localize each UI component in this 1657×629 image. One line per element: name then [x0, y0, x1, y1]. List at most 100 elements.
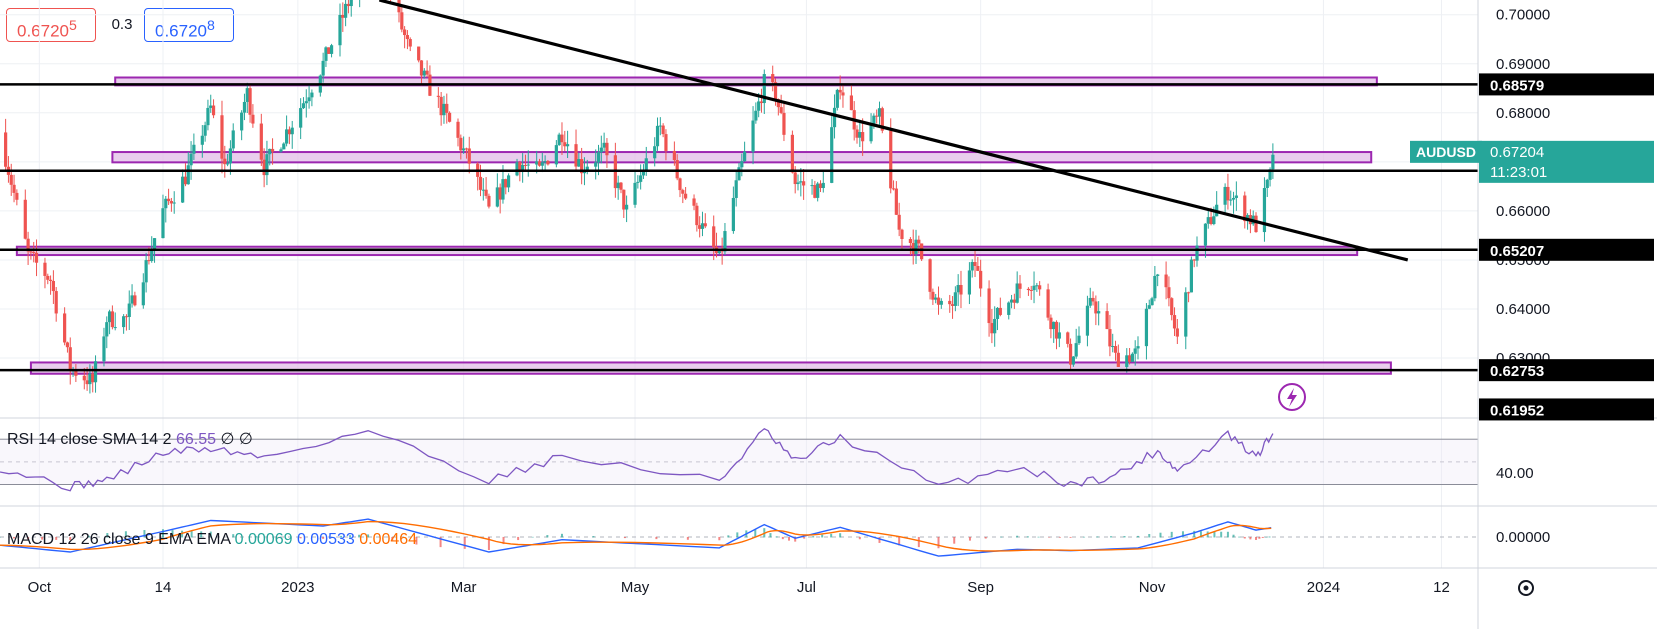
ask-price: 0.6720 — [155, 21, 207, 41]
candle-body — [259, 123, 263, 160]
candle-body — [771, 74, 775, 83]
candle-body — [594, 162, 598, 167]
candle-body — [1150, 298, 1154, 306]
candle-body — [1175, 328, 1179, 337]
candle-body — [900, 229, 904, 239]
bid-price-box[interactable]: 0.67205 — [6, 8, 96, 42]
candle-body — [1052, 321, 1056, 330]
macd-histogram-bar — [968, 536, 971, 541]
candle-body — [93, 361, 98, 383]
candle-body — [1113, 346, 1118, 353]
macd-histogram-bar — [358, 534, 361, 538]
gear-icon — [1523, 585, 1529, 591]
candle-body — [1071, 356, 1075, 365]
candle-body — [990, 323, 994, 334]
macd-legend-title: MACD 12 26 close 9 EMA EMA — [7, 531, 235, 548]
macd-histogram-bar — [463, 536, 466, 549]
candle-body — [15, 192, 19, 200]
macd-histogram-bar — [727, 535, 730, 538]
candle-body — [692, 198, 696, 206]
candle-body — [751, 120, 755, 152]
time-tick-label: Mar — [451, 579, 477, 596]
rsi-band-fill — [0, 439, 1478, 485]
macd-histogram-bar — [1199, 531, 1202, 538]
candle-body — [1147, 305, 1151, 309]
macd-histogram-bar — [788, 536, 791, 541]
candle-body — [1271, 154, 1275, 170]
candle-body — [796, 182, 800, 185]
candle-body — [987, 288, 991, 324]
candle-body — [560, 134, 564, 143]
candle-body — [523, 164, 528, 166]
candle-body — [557, 134, 561, 146]
candle-body — [181, 176, 185, 203]
candle-body — [1223, 186, 1227, 205]
indicator-panes — [0, 428, 1478, 557]
ask-price-box[interactable]: 0.67208 — [144, 8, 234, 42]
candle-body — [464, 148, 469, 150]
candle-body — [12, 184, 16, 193]
overlay-layer: AUDUSD 0.67204 11:23:01 RSI 14 close SMA 14… — [7, 140, 1654, 596]
candle-body — [445, 103, 449, 113]
levels-layer — [0, 83, 1478, 372]
candle-body — [65, 342, 70, 348]
candle-body — [290, 127, 294, 135]
candle-body — [1209, 217, 1213, 225]
candle-body — [540, 162, 544, 166]
candle-body — [1156, 274, 1160, 276]
macd-histogram-bar — [1243, 536, 1246, 539]
trendline[interactable] — [378, 0, 1409, 262]
candle-body — [1229, 199, 1233, 201]
candle-body — [661, 125, 665, 135]
candle-body — [1057, 332, 1061, 339]
candle-body — [459, 137, 463, 151]
candle-body — [830, 127, 834, 183]
candle-body — [891, 188, 896, 190]
macd-histogram-bar — [1096, 536, 1099, 538]
candle-body — [484, 189, 488, 196]
price-tick-label: 0.64000 — [1496, 301, 1550, 318]
candle-body — [268, 148, 272, 155]
level-price-tag — [1479, 359, 1654, 382]
candle-body — [504, 179, 508, 188]
level-price-label: 0.61952 — [1490, 402, 1544, 419]
candle-body — [1167, 287, 1171, 299]
candle-body — [242, 101, 247, 113]
candle-body — [973, 262, 977, 266]
candle-body — [1265, 179, 1269, 189]
macd-histogram-bar — [623, 536, 626, 539]
candle-body — [658, 125, 662, 127]
rsi-legend-title: RSI 14 close SMA 14 2 — [7, 431, 176, 448]
candle-body — [737, 167, 741, 181]
macd-histogram-bar — [1048, 536, 1051, 538]
candle-body — [144, 260, 148, 283]
macd-histogram-bar — [415, 536, 418, 545]
candle-body — [622, 189, 626, 210]
candle-body — [908, 238, 913, 243]
candles-layer — [4, 0, 1275, 394]
macd-histogram-bar — [106, 533, 109, 538]
candle-body — [341, 14, 345, 18]
macd-histogram-bar — [1137, 535, 1140, 538]
macd-histogram-bar — [1220, 531, 1223, 538]
candle-body — [515, 162, 519, 176]
candle-body — [911, 242, 915, 254]
macd-histogram-bar — [821, 534, 824, 538]
candle-body — [535, 161, 539, 165]
candle-body — [675, 160, 679, 179]
candle-body — [498, 187, 502, 200]
candle-body — [400, 12, 404, 30]
candle-body — [408, 39, 412, 47]
candle-body — [636, 181, 640, 183]
macd-histogram-bar — [232, 534, 235, 538]
candle-body — [113, 327, 117, 329]
candle-body — [1192, 259, 1196, 261]
candle-body — [543, 160, 547, 163]
candle-body — [127, 303, 131, 317]
candle-body — [596, 152, 601, 163]
time-tick-label: 14 — [155, 579, 172, 596]
macd-histogram-bar — [391, 536, 394, 541]
candle-body — [265, 154, 269, 176]
